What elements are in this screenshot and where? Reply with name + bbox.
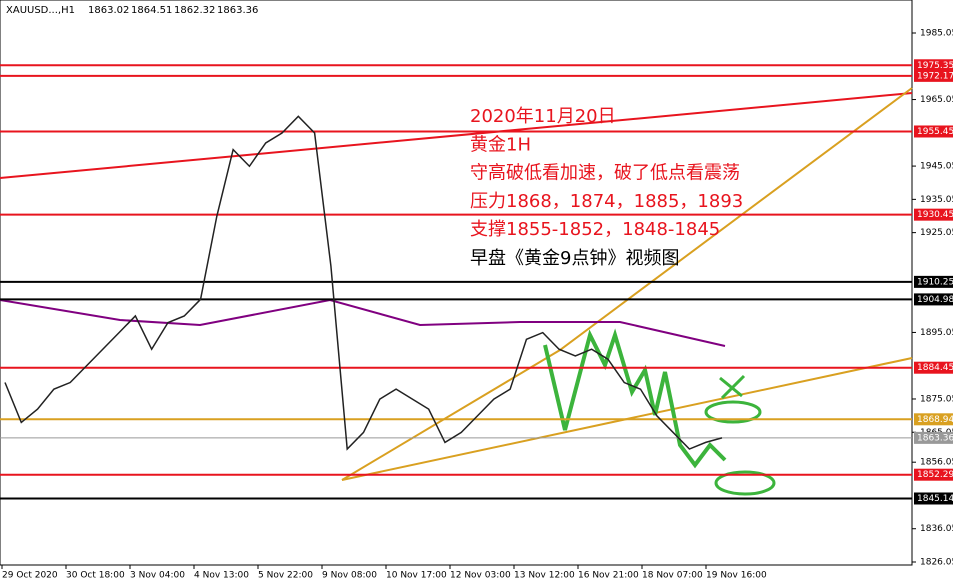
- y-tick-label: 1965.05: [920, 95, 953, 105]
- level-label: 1930.45: [917, 210, 953, 220]
- y-tick-label: 1935.05: [920, 195, 953, 205]
- level-box: [914, 125, 953, 138]
- y-tick-label: 1925.05: [920, 228, 953, 238]
- level-box: [914, 413, 953, 426]
- annotation: 黄金1H: [470, 134, 531, 155]
- level-label: 1904.98: [917, 295, 953, 305]
- level-box: [914, 59, 953, 72]
- x-tick-label: 16 Nov 21:00: [578, 571, 639, 581]
- y-tick-label: 1945.05: [920, 162, 953, 172]
- trend-line: [0, 92, 913, 179]
- cross: [719, 374, 746, 400]
- y-tick-label: 1895.05: [920, 328, 953, 338]
- level-label: 1868.94: [917, 415, 953, 425]
- x-tick-label: 10 Nov 17:00: [386, 571, 447, 581]
- y-tick-label: 1826.05: [920, 558, 953, 568]
- y-tick-label: 1856.05: [920, 458, 953, 468]
- note: 早盘《黄金9点钟》视频图: [470, 248, 679, 269]
- level-box: [914, 492, 953, 505]
- level-box: [914, 293, 953, 306]
- ohlc-value: 1863.36: [217, 5, 258, 16]
- level-box: [914, 275, 953, 288]
- ellipse: [714, 470, 776, 496]
- level-label: 1910.25: [917, 277, 953, 287]
- x-tick-label: 13 Nov 12:00: [514, 571, 575, 581]
- arrow-path: [543, 328, 727, 469]
- ohlc-value: 1864.51: [131, 5, 172, 16]
- level-label: 1863.36: [917, 433, 953, 443]
- moving-average: [0, 298, 726, 347]
- ohlc-value: 1863.02: [88, 5, 129, 16]
- symbol: XAUUSD...,H1: [6, 5, 75, 16]
- x-tick-label: 5 Nov 22:00: [258, 571, 313, 581]
- level-box: [914, 208, 953, 221]
- ellipse: [704, 400, 762, 424]
- y-tick-label: 1985.05: [920, 29, 953, 39]
- ohlc-value: 1862.32: [174, 5, 215, 16]
- x-tick-label: 9 Nov 08:00: [322, 571, 377, 581]
- level-label: 1845.14: [917, 494, 953, 504]
- level-box: [914, 431, 953, 444]
- annotation: 支撑1855-1852，1848-1845: [470, 219, 720, 240]
- level-box: [914, 468, 953, 481]
- level-label: 1955.45: [917, 127, 953, 137]
- y-tick-label: 1875.05: [920, 394, 953, 404]
- x-tick-label: 19 Nov 16:00: [706, 571, 767, 581]
- x-tick-label: 30 Oct 18:00: [66, 571, 125, 581]
- x-tick-label: 4 Nov 13:00: [194, 571, 249, 581]
- level-box: [914, 69, 953, 82]
- level-label: 1975.35: [917, 61, 953, 71]
- x-tick-label: 12 Nov 03:00: [450, 571, 511, 581]
- annotation: 压力1868，1874，1885，1893: [470, 191, 743, 212]
- annotation: 守高破低看加速，破了低点看震荡: [470, 163, 740, 184]
- level-label: 1884.45: [917, 363, 953, 373]
- x-tick-label: 29 Oct 2020: [2, 571, 58, 581]
- x-tick-label: 3 Nov 04:00: [130, 571, 185, 581]
- level-label: 1852.29: [917, 470, 953, 480]
- price-line: [4, 115, 723, 451]
- level-label: 1972.17: [917, 71, 953, 81]
- x-tick-label: 18 Nov 07:00: [642, 571, 703, 581]
- y-tick-label: 1836.05: [920, 524, 953, 534]
- level-box: [914, 361, 953, 374]
- annotation: 2020年11月20日: [470, 106, 616, 127]
